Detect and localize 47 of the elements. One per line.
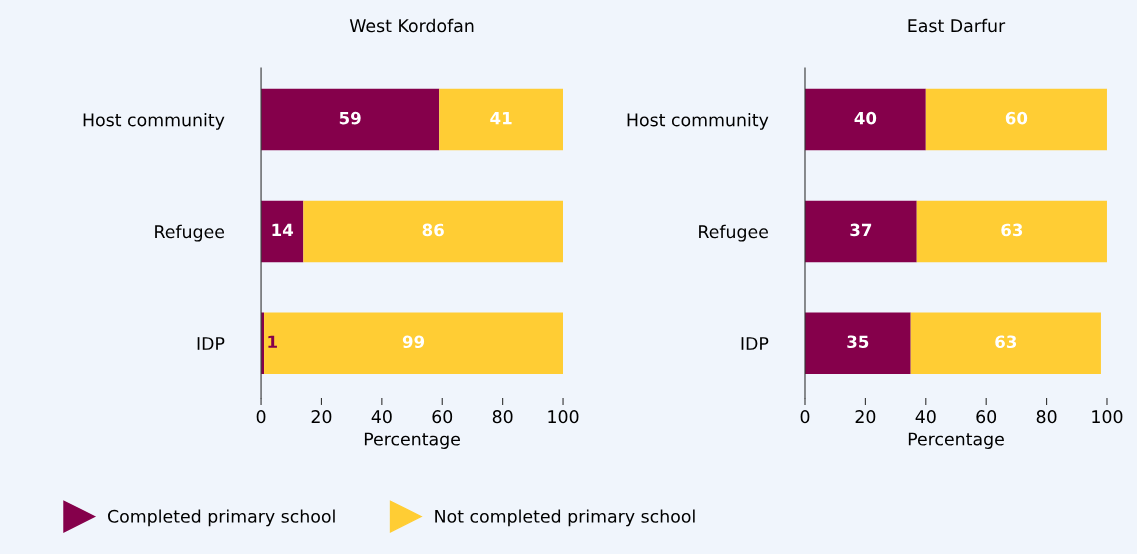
data-label: 86 bbox=[422, 223, 444, 237]
data-label: 1 bbox=[268, 335, 277, 348]
data-label: 59 bbox=[339, 111, 361, 125]
x-axis-title: Percentage bbox=[908, 432, 1004, 449]
data-label: 60 bbox=[1005, 111, 1028, 125]
bar bbox=[805, 312, 911, 374]
chart-title: West Kordofan bbox=[349, 18, 474, 33]
legend-label: Not completed primary school bbox=[435, 509, 695, 527]
x-tick-label: 60 bbox=[432, 410, 453, 424]
x-tick-label: 40 bbox=[371, 410, 392, 424]
data-label: 14 bbox=[272, 223, 294, 236]
x-tick-label: 100 bbox=[1092, 410, 1123, 424]
data-label: 63 bbox=[995, 335, 1017, 349]
data-label: 63 bbox=[1001, 223, 1023, 237]
bar bbox=[303, 200, 564, 263]
x-tick-label: 100 bbox=[548, 410, 579, 424]
x-tick-label: 80 bbox=[492, 410, 513, 424]
bar bbox=[264, 312, 564, 374]
x-tick-label: 80 bbox=[1036, 410, 1057, 424]
x-tick-label: 0 bbox=[256, 410, 266, 424]
y-tick-label: Refugee bbox=[155, 224, 225, 242]
x-axis-title: Percentage bbox=[364, 432, 460, 449]
data-label: 40 bbox=[854, 111, 877, 125]
x-tick-label: 60 bbox=[976, 410, 997, 424]
y-tick-label: Host community bbox=[627, 112, 769, 130]
y-tick-label: Host community bbox=[83, 112, 225, 130]
bar bbox=[805, 200, 917, 263]
bar bbox=[261, 88, 440, 151]
bar bbox=[925, 88, 1107, 151]
bar bbox=[916, 200, 1107, 263]
bar bbox=[805, 88, 926, 151]
bar bbox=[439, 88, 564, 151]
data-label: 35 bbox=[847, 335, 869, 349]
x-tick-label: 20 bbox=[311, 410, 332, 424]
x-tick-label: 40 bbox=[915, 410, 936, 424]
y-tick-label: IDP bbox=[197, 337, 225, 350]
legend-label: Completed primary school bbox=[108, 509, 335, 527]
data-label: 41 bbox=[490, 112, 512, 125]
bar bbox=[261, 200, 304, 263]
data-label: 99 bbox=[402, 335, 425, 349]
x-tick-label: 20 bbox=[855, 410, 876, 424]
x-tick-label: 0 bbox=[800, 410, 810, 424]
bar bbox=[910, 312, 1101, 374]
chart-title: East Darfur bbox=[908, 18, 1006, 33]
data-label: 37 bbox=[850, 223, 872, 237]
y-tick-label: Refugee bbox=[699, 224, 768, 242]
y-tick-label: IDP bbox=[741, 337, 769, 350]
